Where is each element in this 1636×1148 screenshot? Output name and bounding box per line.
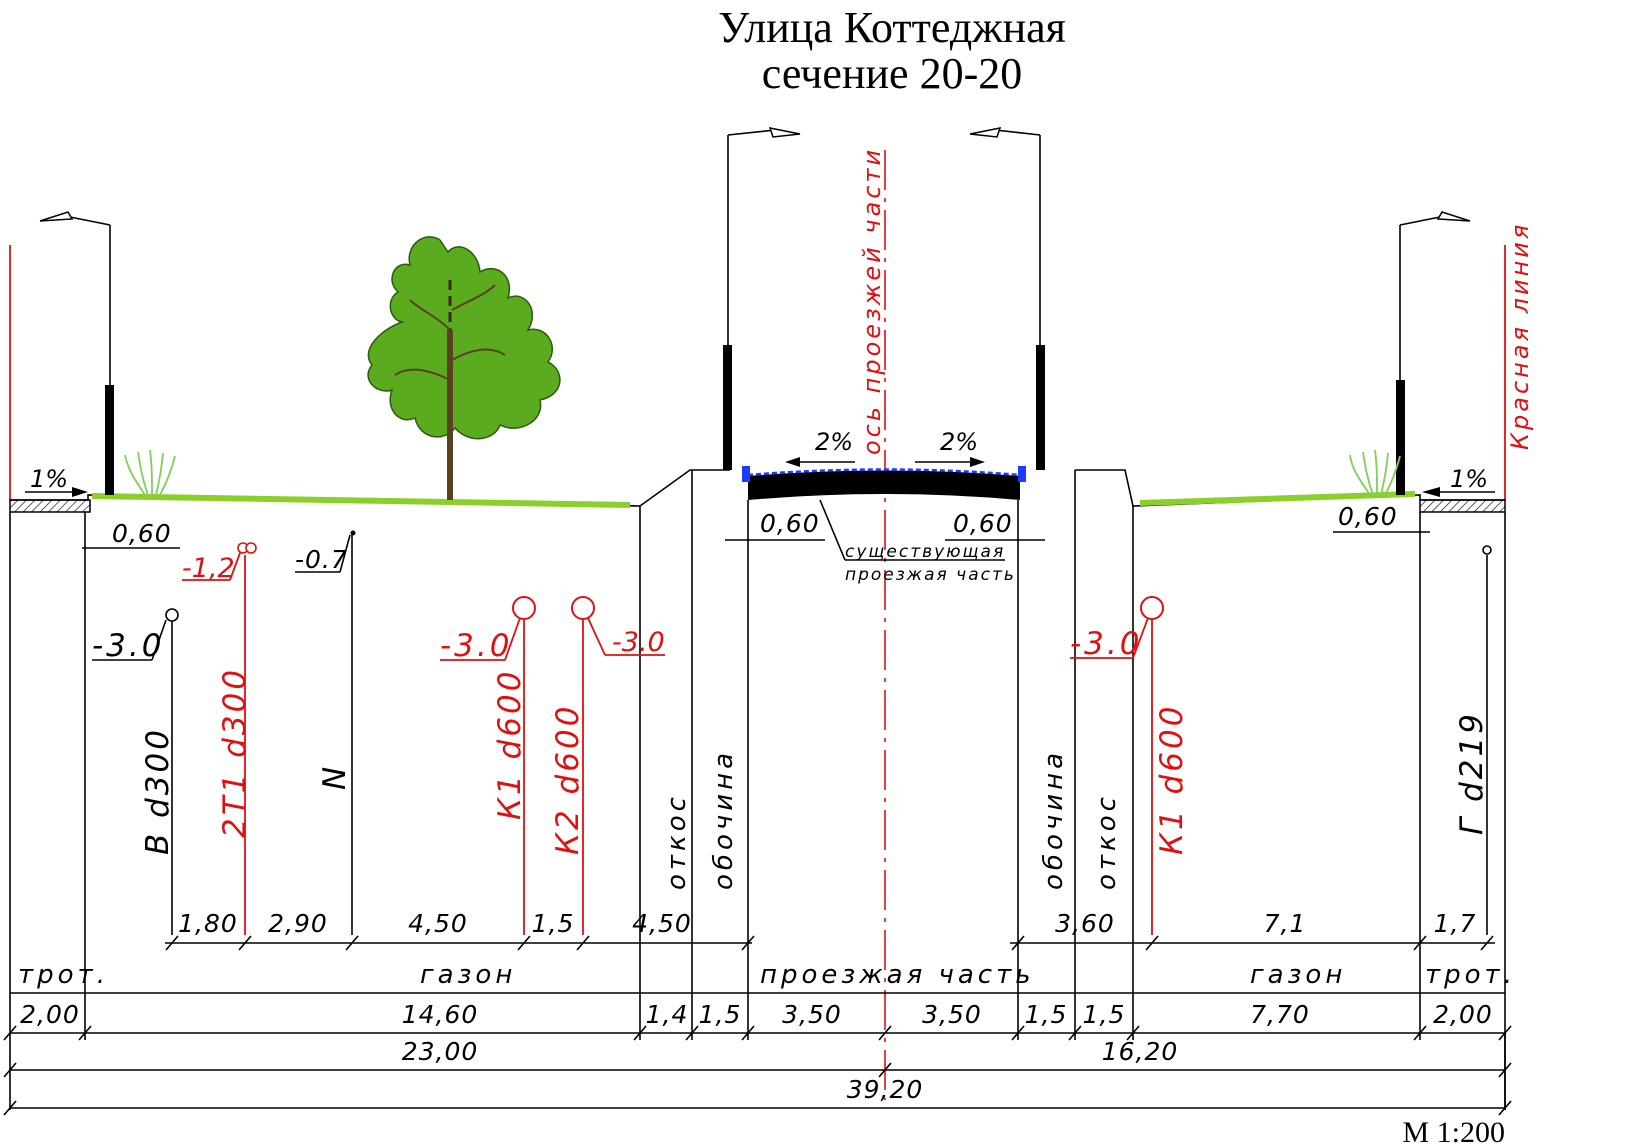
- slope-right-sidewalk: 1%: [1422, 465, 1495, 497]
- svg-text:-3.0: -3.0: [612, 627, 665, 658]
- utility-sewer-k1-left: -3.0 К1 d600: [440, 596, 536, 935]
- svg-text:0,60: 0,60: [760, 509, 820, 538]
- shrub-left-icon: [124, 449, 176, 496]
- road-axis-label: ось проезжей части: [858, 147, 886, 455]
- label-right-shoulder: обочина: [1039, 749, 1069, 890]
- section-lines: [9, 470, 1506, 1110]
- svg-text:-3.0: -3.0: [440, 628, 513, 664]
- utility-spacing-row: 1,80 2,90 4,50 1,5 4,50 3,60 7,1 1,7: [165, 909, 1495, 951]
- svg-text:-3.0: -3.0: [1070, 626, 1143, 662]
- offset-road-left: 0,60: [725, 509, 825, 541]
- svg-text:1,5: 1,5: [1025, 1000, 1068, 1029]
- svg-text:1,80: 1,80: [178, 909, 238, 938]
- svg-text:2,00: 2,00: [20, 1000, 80, 1029]
- svg-text:7,1: 7,1: [1264, 909, 1307, 938]
- svg-text:16,20: 16,20: [1102, 1037, 1179, 1066]
- svg-text:0,60: 0,60: [953, 509, 1013, 538]
- svg-text:14,60: 14,60: [402, 1000, 479, 1029]
- road-pavement: [742, 466, 1026, 500]
- zone-widths-row: 2,00 14,60 1,4 1,5 3,50 3,50 1,5 1,5 7,7…: [3, 1000, 1512, 1041]
- zone-names-row: трот. газон проезжая часть газон трот.: [10, 960, 1516, 994]
- overall-row: 39,20: [3, 1033, 1512, 1116]
- svg-text:проезжая часть: проезжая часть: [760, 960, 1035, 990]
- slope-left-sidewalk: 1%: [25, 465, 88, 497]
- shrub-right-icon: [1349, 449, 1401, 496]
- svg-text:39,20: 39,20: [847, 1075, 924, 1104]
- offset-right-sidewalk: 0,60: [1333, 502, 1430, 533]
- svg-text:Г d219: Г d219: [1454, 711, 1490, 835]
- drawing-subtitle: сечение 20-20: [762, 49, 1022, 98]
- svg-text:3,50: 3,50: [922, 1000, 982, 1029]
- svg-text:проезжая часть: проезжая часть: [845, 565, 1016, 585]
- slope-road-right: 2%: [915, 428, 985, 467]
- svg-text:трот.: трот.: [18, 960, 109, 990]
- svg-text:1,5: 1,5: [699, 1000, 742, 1029]
- right-sidewalk-slab: [1419, 499, 1506, 513]
- svg-text:N: N: [317, 764, 353, 790]
- left-sidewalk-slab: [9, 499, 91, 513]
- svg-text:4,50: 4,50: [632, 909, 692, 938]
- lamp-post-center-right: [969, 127, 1045, 470]
- svg-text:В d300: В d300: [140, 727, 176, 855]
- utility-sewer-k1-right: -3.0 К1 d600: [1070, 596, 1190, 935]
- svg-text:3,50: 3,50: [782, 1000, 842, 1029]
- svg-text:1%: 1%: [1450, 465, 1488, 493]
- offset-road-right: 0,60: [945, 509, 1045, 541]
- left-curb: [742, 466, 750, 482]
- utility-gas: Г d219: [1454, 545, 1492, 935]
- label-left-shoulder: обочина: [709, 749, 739, 890]
- svg-text:7,70: 7,70: [1250, 1000, 1310, 1029]
- svg-text:3,60: 3,60: [1055, 909, 1115, 938]
- svg-text:1,5: 1,5: [532, 909, 575, 938]
- svg-text:0,60: 0,60: [112, 519, 172, 548]
- svg-text:трот.: трот.: [1425, 960, 1516, 990]
- utility-sewer-k2: -3.0 К2 d600: [550, 596, 665, 935]
- totals-row: 23,00 16,20: [3, 1037, 1512, 1078]
- lamp-post-center-left: [723, 127, 801, 470]
- svg-text:0,60: 0,60: [1338, 502, 1398, 531]
- svg-text:К1 d600: К1 d600: [1154, 704, 1190, 855]
- offset-left-sidewalk: 0,60: [82, 519, 180, 549]
- svg-text:2Т1 d300: 2Т1 d300: [217, 667, 253, 838]
- svg-text:газон: газон: [420, 960, 516, 990]
- lamp-post-right: [1396, 211, 1471, 495]
- utility-heating: -1,2 2Т1 d300: [182, 542, 257, 935]
- tree-icon: [367, 236, 561, 500]
- svg-text:1,7: 1,7: [1434, 909, 1477, 938]
- slope-road-left: 2%: [785, 428, 855, 467]
- scale-label: М 1:200: [1402, 1116, 1505, 1148]
- svg-text:-0.7: -0.7: [295, 545, 348, 574]
- svg-text:газон: газон: [1250, 960, 1346, 990]
- existing-road-note: существующая проезжая часть: [819, 499, 1016, 585]
- svg-text:23,00: 23,00: [402, 1037, 479, 1066]
- svg-text:существующая: существующая: [845, 542, 1005, 562]
- right-curb: [1018, 466, 1026, 482]
- label-right-slope: откос: [1092, 793, 1122, 890]
- drawing-title: Улица Коттеджная: [718, 3, 1066, 52]
- lamp-post-left: [39, 211, 114, 495]
- red-line-label: Красная линия: [1506, 222, 1534, 450]
- svg-text:-3.0: -3.0: [92, 628, 165, 664]
- svg-text:2,00: 2,00: [1433, 1000, 1493, 1029]
- svg-text:2%: 2%: [940, 428, 978, 456]
- svg-text:1%: 1%: [30, 465, 68, 493]
- svg-text:-1,2: -1,2: [182, 553, 235, 584]
- svg-text:2%: 2%: [815, 428, 853, 456]
- svg-text:К2 d600: К2 d600: [550, 704, 586, 855]
- label-left-slope: откос: [662, 793, 692, 890]
- utility-water: -3.0 В d300: [92, 608, 179, 935]
- utility-n: -0.7 N: [295, 530, 356, 935]
- svg-text:1,5: 1,5: [1083, 1000, 1126, 1029]
- svg-text:К1 d600: К1 d600: [492, 669, 528, 820]
- svg-text:1,4: 1,4: [646, 1000, 689, 1029]
- svg-text:2,90: 2,90: [268, 909, 328, 938]
- svg-text:4,50: 4,50: [408, 909, 468, 938]
